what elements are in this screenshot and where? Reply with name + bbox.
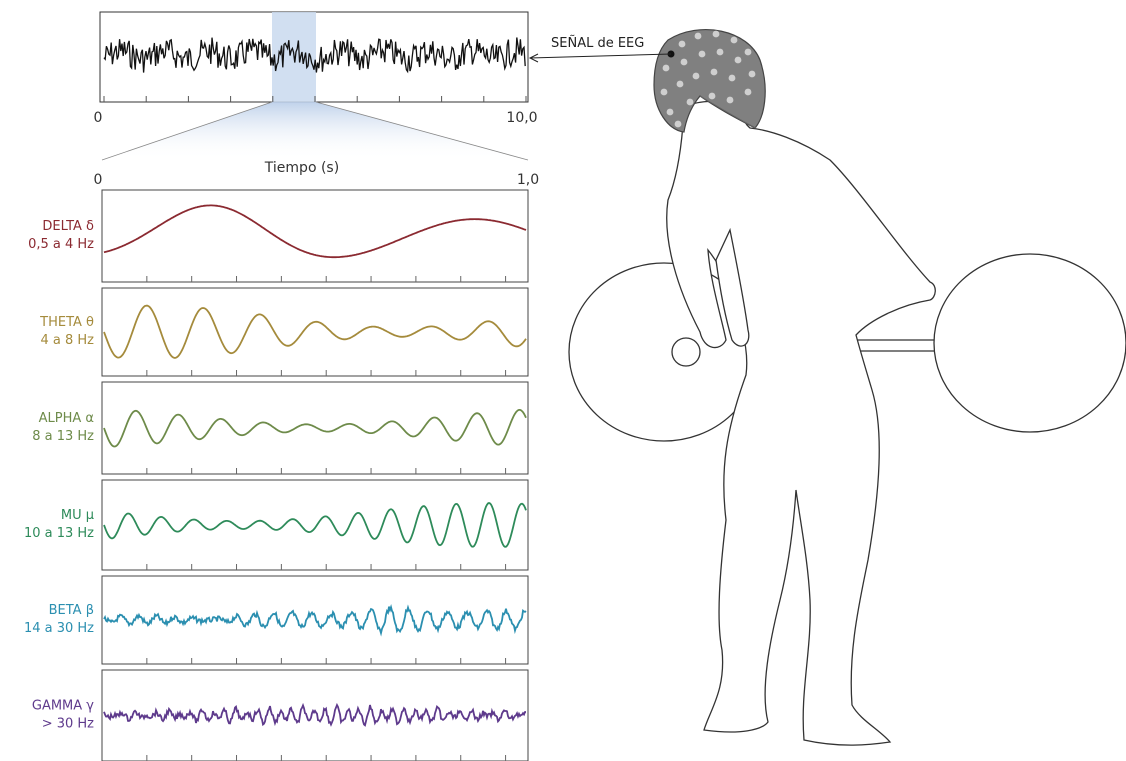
band-panel-frame xyxy=(101,575,529,665)
band-panel: MU μ 10 a 13 Hz xyxy=(24,479,529,571)
eeg-callout-arrowhead xyxy=(528,53,539,63)
band-waveform xyxy=(103,603,527,637)
electrode-dot xyxy=(716,48,724,56)
band-range-label: > 30 Hz xyxy=(42,717,94,732)
band-panel: ALPHA α 8 a 13 Hz xyxy=(32,381,529,475)
electrode-dot xyxy=(730,36,738,44)
band-panel: THETA θ 4 a 8 Hz xyxy=(39,287,529,377)
band-name-label: THETA θ xyxy=(39,315,94,330)
zoom-fan-right-edge xyxy=(315,101,529,161)
electrode-dot xyxy=(678,40,686,48)
electrode-dot xyxy=(708,92,716,100)
band-panel-frame xyxy=(101,381,529,475)
band-panels: DELTA δ 0,5 a 4 Hz THETA θ 4 a 8 Hz ALPHA α 8… xyxy=(24,189,529,761)
band-panel-frame xyxy=(101,669,529,761)
electrode-dot xyxy=(686,98,694,106)
band-range-label: 10 a 13 Hz xyxy=(24,526,94,541)
electrode-dot xyxy=(662,64,670,72)
band-name-label: DELTA δ xyxy=(42,219,94,234)
band-range-label: 14 a 30 Hz xyxy=(24,621,94,636)
eeg-overview-panel: 0 10,0 xyxy=(94,11,538,126)
zoom-axis-start: 0 xyxy=(94,172,103,188)
eeg-callout-label: SEÑAL de EEG xyxy=(551,35,644,51)
overview-axis-end: 10,0 xyxy=(506,110,537,126)
barbell-collar-left xyxy=(671,337,701,367)
eeg-raw-trace xyxy=(103,37,526,74)
band-panel: GAMMA γ > 30 Hz xyxy=(32,669,529,761)
weightlifter-illustration xyxy=(568,100,1126,746)
electrode-dot xyxy=(748,70,756,78)
overview-axis-start: 0 xyxy=(94,110,103,126)
eeg-cap-helmet xyxy=(653,29,766,133)
band-name-label: ALPHA α xyxy=(39,411,94,426)
electrode-dot xyxy=(710,68,718,76)
electrode-dot xyxy=(680,58,688,66)
band-range-label: 4 a 8 Hz xyxy=(40,333,94,348)
band-waveform xyxy=(103,702,526,727)
band-panel-frame xyxy=(101,189,529,283)
electrode-dot xyxy=(666,108,674,116)
overview-ticks xyxy=(103,96,527,102)
band-name-label: BETA β xyxy=(49,603,94,618)
electrode-dot xyxy=(676,80,684,88)
eeg-callout-line xyxy=(529,53,672,59)
band-waveform xyxy=(103,304,527,359)
band-range-label: 0,5 a 4 Hz xyxy=(28,237,94,252)
electrode-dot xyxy=(744,88,752,96)
electrode-dot xyxy=(674,120,682,128)
band-waveform xyxy=(103,502,527,548)
zoom-fan xyxy=(102,102,528,160)
electrode-dot xyxy=(712,30,720,38)
band-name-label: MU μ xyxy=(61,508,94,523)
band-name-label: GAMMA γ xyxy=(32,699,94,714)
eeg-electrodes xyxy=(660,30,756,128)
electrode-dot xyxy=(660,88,668,96)
electrode-dot xyxy=(734,56,742,64)
band-range-label: 8 a 13 Hz xyxy=(32,429,94,444)
band-panel: BETA β 14 a 30 Hz xyxy=(24,575,529,665)
electrode-dot xyxy=(744,48,752,56)
zoom-axis-end: 1,0 xyxy=(517,172,539,188)
electrode-dot xyxy=(726,96,734,104)
band-panel-frame xyxy=(101,479,529,571)
zoom-axis-label: Tiempo (s) xyxy=(264,160,339,176)
band-panel-frame xyxy=(101,287,529,377)
electrode-dot xyxy=(692,72,700,80)
band-waveform xyxy=(103,409,527,448)
person-arm xyxy=(715,227,750,347)
electrode-dot xyxy=(728,74,736,82)
band-waveform xyxy=(103,204,527,259)
zoom-fan-left-edge xyxy=(101,101,273,161)
band-panel: DELTA δ 0,5 a 4 Hz xyxy=(28,189,529,283)
electrode-dot xyxy=(694,32,702,40)
right-weight-plate xyxy=(933,253,1126,433)
electrode-dot xyxy=(698,50,706,58)
